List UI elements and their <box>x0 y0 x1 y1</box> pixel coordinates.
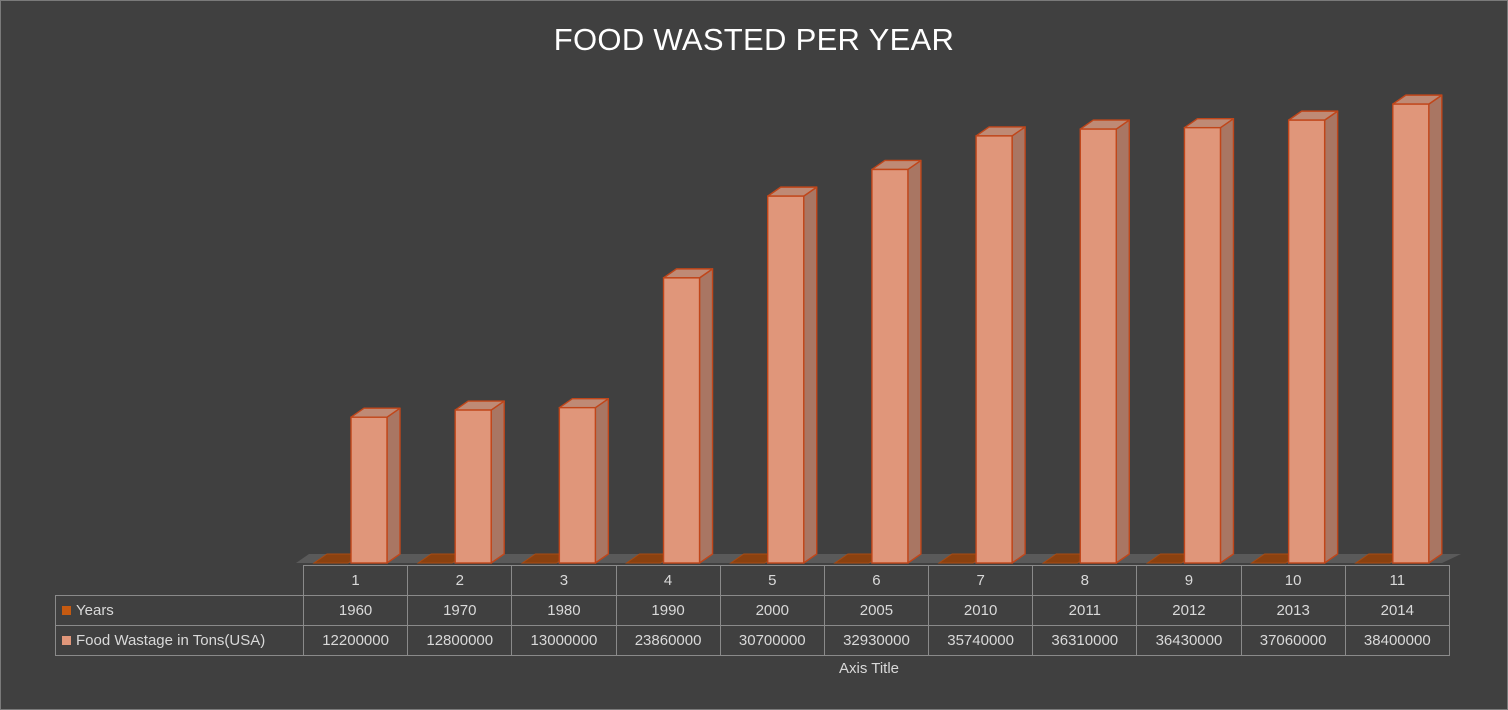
bar-food <box>767 195 805 564</box>
x-axis-title: Axis Title <box>838 660 899 677</box>
x-tick-label: 1 <box>302 565 409 596</box>
table-row-years: Years 1960 1970 1980 1990 2000 2005 2010 2011 201… <box>55 595 1450 626</box>
table-corner <box>55 565 304 596</box>
bar-food-side <box>386 407 401 564</box>
x-tick-label: 4 <box>615 565 721 596</box>
table-row-food: Food Wastage in Tons(USA) 12200000 1280000… <box>55 625 1450 656</box>
data-label: 13000000 <box>511 625 617 656</box>
data-label: 2011 <box>1032 595 1138 626</box>
legend-entry: Food Wastage in Tons(USA) <box>55 625 304 656</box>
x-tick-label: 7 <box>928 565 1034 596</box>
bar-food <box>454 409 492 564</box>
data-label: 35740000 <box>928 625 1034 656</box>
data-label: 1970 <box>407 595 513 626</box>
x-tick-label: 8 <box>1032 565 1138 596</box>
legend-label: Food Wastage in Tons(USA) <box>76 632 266 649</box>
data-label: 12800000 <box>407 625 513 656</box>
legend-entry: Years <box>55 595 304 626</box>
x-tick-label: 5 <box>719 565 825 596</box>
x-tick-label: 11 <box>1344 565 1450 596</box>
bar-food-side <box>594 397 610 564</box>
bar-food-side <box>907 159 922 564</box>
legend-label: Years <box>76 602 114 619</box>
data-label: 2013 <box>1240 595 1346 626</box>
bar-food-side <box>1428 94 1443 564</box>
chart-title: FOOD WASTED PER YEAR <box>553 22 955 57</box>
bar-food-side <box>698 268 714 564</box>
bar-food-side <box>1115 119 1130 564</box>
x-tick-label: 10 <box>1240 565 1346 596</box>
bar-food <box>558 406 597 564</box>
data-label: 1960 <box>302 595 409 626</box>
data-label: 1990 <box>615 595 721 626</box>
data-label: 1980 <box>511 595 617 626</box>
bar-food <box>975 135 1013 564</box>
x-tick-label: 3 <box>511 565 617 596</box>
data-label: 12200000 <box>302 625 409 656</box>
data-label: 36430000 <box>1136 625 1242 656</box>
data-label: 2005 <box>823 595 930 626</box>
bar-food-side <box>1323 110 1339 564</box>
bar-food-side <box>803 186 818 564</box>
bar-food <box>1287 119 1326 564</box>
bar-food <box>871 168 909 564</box>
bar-food-side <box>1011 126 1026 564</box>
data-label: 36310000 <box>1032 625 1138 656</box>
data-label: 2010 <box>928 595 1034 626</box>
data-table: 1 2 3 4 5 6 7 8 9 10 11 Years 1960 1970 1980 1990 2000 20… <box>55 565 1450 656</box>
bar-food <box>350 416 388 564</box>
data-label: 2014 <box>1344 595 1450 626</box>
data-label: 2000 <box>719 595 825 626</box>
legend-key-icon <box>62 606 71 615</box>
bar-food-side <box>490 400 505 564</box>
legend-key-icon <box>62 636 71 645</box>
data-label: 2012 <box>1136 595 1242 626</box>
table-header-row: 1 2 3 4 5 6 7 8 9 10 11 <box>55 565 1450 596</box>
bar-food <box>1079 128 1117 564</box>
bar-food-side <box>1219 117 1235 564</box>
data-label: 32930000 <box>823 625 930 656</box>
x-tick-label: 9 <box>1136 565 1242 596</box>
data-label: 23860000 <box>615 625 721 656</box>
data-label: 37060000 <box>1240 625 1346 656</box>
data-label: 38400000 <box>1344 625 1450 656</box>
x-tick-label: 2 <box>407 565 513 596</box>
x-tick-label: 6 <box>823 565 930 596</box>
bar-food <box>1183 126 1222 564</box>
bar-food <box>662 277 701 564</box>
data-label: 30700000 <box>719 625 825 656</box>
bar-food <box>1392 103 1430 564</box>
